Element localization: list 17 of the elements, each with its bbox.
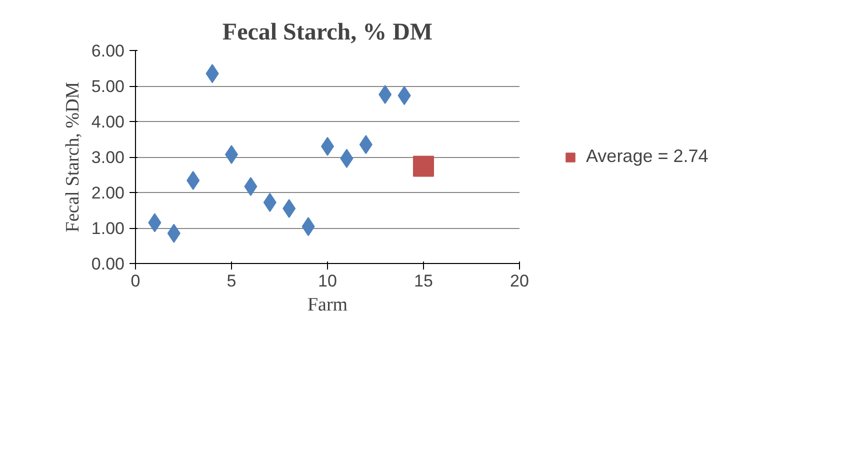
legend-label: Average = 2.74 [586, 146, 710, 167]
y-tick-label: 1.00 [91, 219, 125, 238]
point [413, 156, 434, 177]
x-tick-label: 20 [510, 272, 529, 290]
y-tick-label: 2.00 [91, 184, 125, 202]
y-tick-label: 3.00 [91, 148, 125, 167]
x-tick-label: 10 [318, 272, 337, 290]
y-tick-label: 4.00 [91, 112, 125, 132]
chart-title: Fecal Starch, % DM [222, 20, 433, 46]
y-tick-label: 6.00 [91, 42, 125, 60]
x-tick-label: 5 [226, 272, 236, 290]
y-tick-label: 5.00 [91, 77, 125, 96]
x-tick-label: 15 [414, 272, 433, 290]
x-tick-label: 0 [130, 272, 140, 290]
x-axis-title: Farm [307, 294, 348, 316]
y-tick-label: 0.00 [91, 254, 125, 274]
y-axis-title: Fecal Starch, %DM [62, 82, 84, 232]
